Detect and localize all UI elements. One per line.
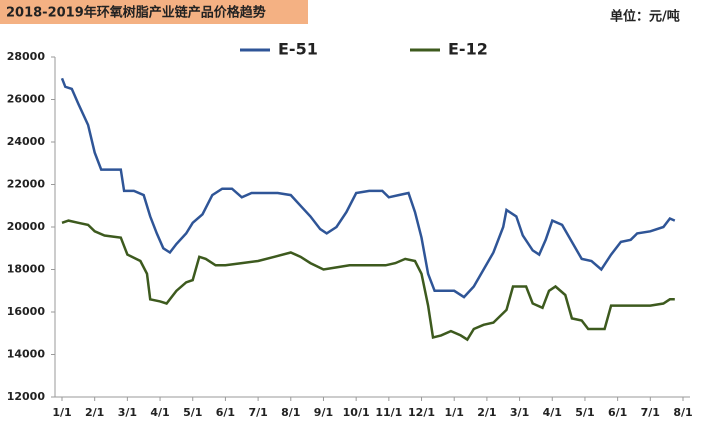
x-tick-label: 9/1 <box>314 406 333 419</box>
title-box <box>0 0 308 24</box>
x-tick-label: 6/1 <box>216 406 235 419</box>
y-tick-label: 16000 <box>7 305 46 318</box>
y-tick-label: 24000 <box>7 135 46 148</box>
x-tick-label: 5/1 <box>183 406 202 419</box>
x-tick-label: 12/1 <box>408 406 435 419</box>
x-tick-label: 4/1 <box>150 406 169 419</box>
x-tick-label: 2/1 <box>85 406 104 419</box>
x-tick-label: 7/1 <box>248 406 267 419</box>
series-line <box>61 219 675 342</box>
y-tick-label: 12000 <box>7 390 46 403</box>
legend-label: E-12 <box>448 40 488 59</box>
series-line <box>60 77 676 299</box>
x-tick-label: 8/1 <box>281 406 300 419</box>
legend-label: E-51 <box>278 40 318 59</box>
unit-label: 单位：元/吨 <box>610 9 680 25</box>
x-tick-label: 8/1 <box>673 406 692 419</box>
x-tick-label: 3/1 <box>510 406 529 419</box>
x-tick-label: 10/1 <box>343 406 370 419</box>
x-tick-label: 2/1 <box>477 406 496 419</box>
x-tick-label: 1/1 <box>52 406 71 419</box>
x-tick-label: 5/1 <box>575 406 594 419</box>
x-tick-label: 1/1 <box>445 406 464 419</box>
y-tick-label: 14000 <box>7 348 46 361</box>
chart-title: 2018-2019年环氧树脂产业链产品价格趋势 <box>6 5 266 21</box>
y-tick-label: 26000 <box>7 93 46 106</box>
y-tick-label: 18000 <box>7 263 46 276</box>
y-tick-label: 22000 <box>7 178 46 191</box>
x-tick-label: 4/1 <box>543 406 562 419</box>
x-tick-label: 3/1 <box>118 406 137 419</box>
x-tick-label: 7/1 <box>641 406 660 419</box>
y-tick-label: 28000 <box>7 50 46 63</box>
x-tick-label: 11/1 <box>375 406 402 419</box>
y-tick-label: 20000 <box>7 220 46 233</box>
x-tick-label: 6/1 <box>608 406 627 419</box>
